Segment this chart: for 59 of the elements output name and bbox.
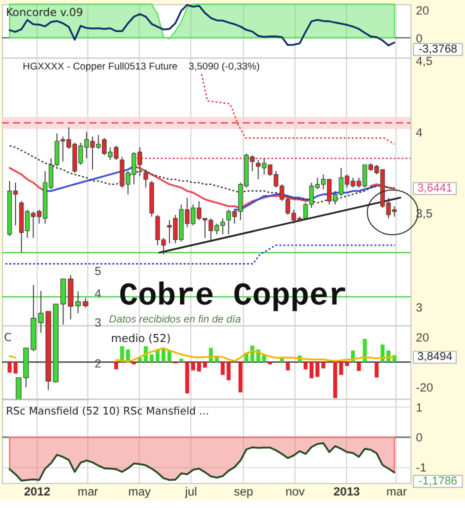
bar (339, 362, 344, 375)
bar (310, 362, 314, 378)
bar (345, 362, 350, 366)
bar (150, 354, 154, 362)
text: -1,1786 (418, 475, 458, 488)
bar (179, 358, 184, 362)
bar (167, 350, 172, 362)
y-tick-label: 4,5 (416, 54, 433, 68)
y-tick-label: 3 (416, 300, 423, 314)
bar (321, 362, 326, 368)
bar (362, 338, 367, 362)
annotation: 3,5090 (-0,33%) (188, 62, 260, 73)
bar (238, 362, 242, 392)
bar (226, 362, 231, 380)
bar (333, 362, 338, 398)
y-tick-label: 1 (416, 400, 423, 415)
bar (14, 362, 18, 374)
bar (197, 362, 202, 372)
bar (156, 350, 160, 362)
text: RSc Mansfield (52 10) RSc Mansfield ... (6, 406, 210, 418)
y-tick-label: 4 (416, 125, 423, 140)
chart-title: Koncorde v.09 (6, 6, 84, 20)
bar (191, 362, 196, 370)
line-series (8, 4, 396, 46)
chart-title: HGXXXX - Copper Full0513 Future (22, 62, 178, 73)
bar (202, 362, 207, 368)
annotation: Datos recibidos en fin de día (109, 314, 242, 326)
y-tick-label: 20 (416, 4, 430, 18)
y-tick-label: 3 (94, 316, 102, 330)
y-tick-label: 0 (416, 31, 423, 46)
bar (114, 362, 118, 370)
bar (315, 362, 320, 377)
candlestick (143, 169, 148, 188)
text: 3,6441 (417, 182, 452, 195)
x-tick-label: nov (286, 484, 305, 498)
bar (380, 344, 385, 362)
bar (220, 362, 225, 375)
y-tick-label: -20 (416, 380, 434, 394)
text: 3,8494 (417, 351, 452, 364)
x-tick-label: may (128, 484, 151, 498)
y-tick-label: 20 (416, 330, 430, 345)
bar (374, 362, 379, 378)
x-tick-label: mar (78, 484, 98, 498)
x-tick-label: sep (234, 484, 254, 498)
bar (356, 362, 361, 371)
text: -3,3768 (418, 43, 458, 56)
annotation: C (4, 331, 12, 344)
bar (286, 362, 290, 370)
bar (185, 362, 190, 394)
bar (304, 362, 308, 370)
x-tick-label: jul (184, 484, 198, 498)
bar (8, 362, 12, 373)
y-tick-label: -1 (416, 460, 427, 475)
x-tick-label: mar (386, 484, 407, 498)
y-tick-label: 0 (416, 430, 423, 445)
x-tick-label: 2012 (24, 484, 51, 498)
y-tick-label: 5 (94, 264, 102, 278)
text: medio (52) (111, 332, 171, 346)
x-tick-label: 2013 (333, 484, 360, 498)
